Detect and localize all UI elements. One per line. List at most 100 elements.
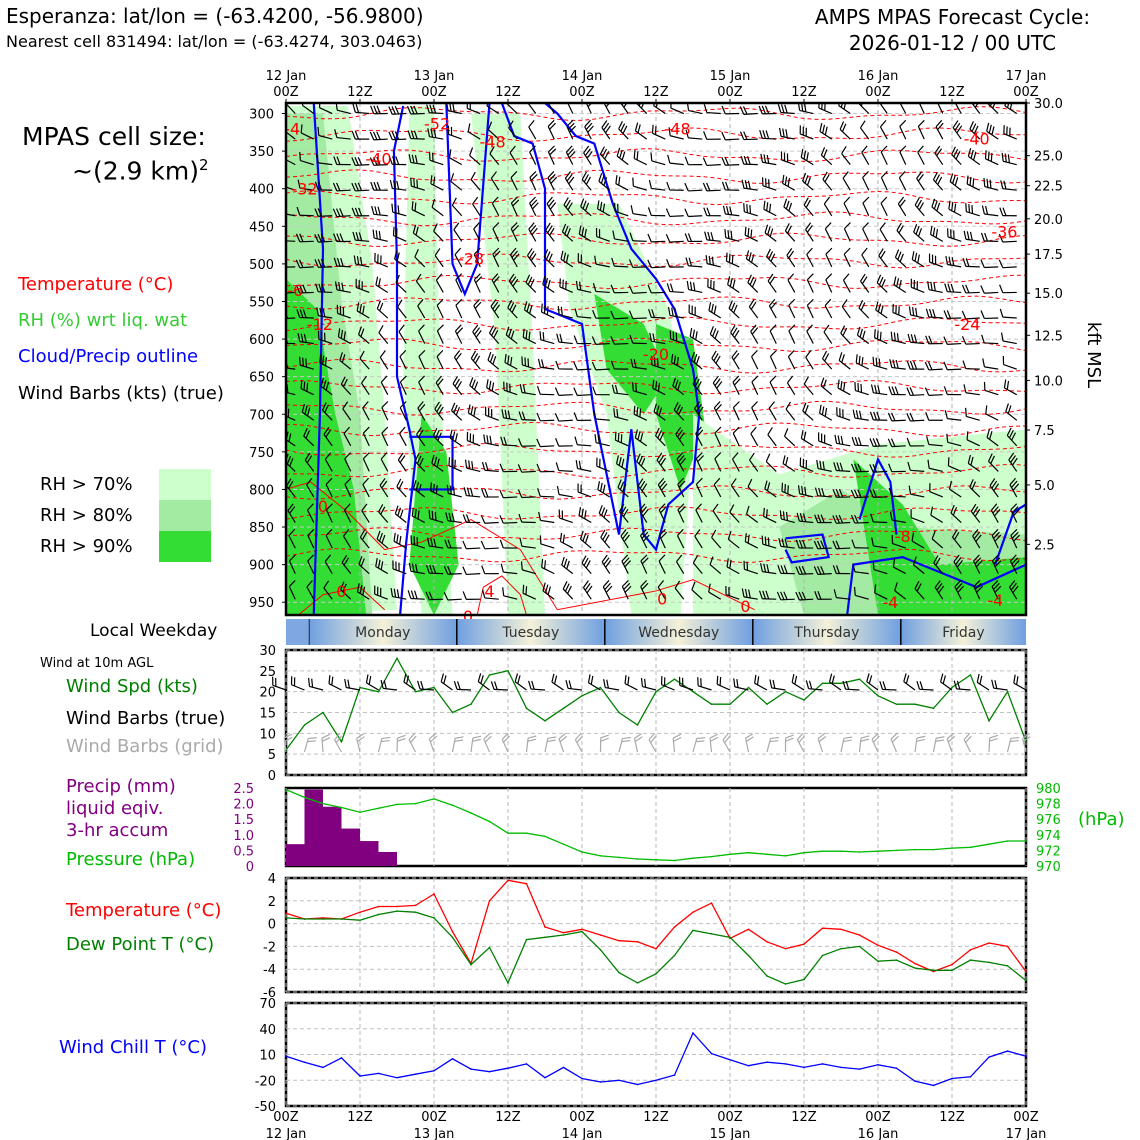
wind-barb — [891, 419, 906, 422]
wind-barb — [356, 310, 370, 319]
wind-barb — [966, 439, 981, 447]
kft-tick-label: 12.5 — [1034, 329, 1063, 344]
wind-barb-flag — [599, 146, 605, 155]
wind-barb — [854, 417, 869, 421]
wind-barb-flag — [989, 478, 996, 486]
wind-barb — [989, 485, 999, 498]
wind-barb-flag — [993, 582, 1000, 590]
wind-barb-flag — [314, 208, 319, 217]
weekday-band: Monday Tuesday Wednesday Thursday Friday — [286, 619, 1026, 645]
wind-barb — [558, 469, 573, 472]
wind-barb-flag — [499, 489, 504, 498]
wind-barb-flag — [641, 557, 649, 565]
wind-barb-flag — [800, 429, 804, 439]
wind-barb-flag — [399, 349, 407, 358]
wind-barb — [361, 382, 370, 396]
wind-barb-flag — [432, 565, 437, 574]
wind-barb — [451, 738, 456, 753]
wind-barb — [485, 414, 499, 421]
wind-barb-flag — [574, 732, 582, 741]
wind-barb — [782, 463, 796, 472]
wind-barb — [286, 415, 296, 421]
wind-barb-flag — [457, 681, 461, 690]
wind-barb-flag — [934, 145, 941, 154]
wind-barb-flag — [647, 233, 652, 243]
wind-barb — [854, 521, 869, 524]
wind-barb — [540, 445, 555, 448]
wind-barb-flag — [943, 386, 948, 395]
wind-barb-flag — [536, 386, 541, 395]
wind-barb — [855, 594, 869, 600]
wind-barb — [729, 511, 740, 523]
wind-barb-flag — [890, 438, 896, 447]
wind-barb-flag — [378, 325, 384, 334]
wind-barb — [801, 437, 814, 447]
wind-barb-flag — [418, 375, 425, 383]
wind-barb-flag — [467, 123, 471, 132]
wind-barb-flag — [592, 310, 597, 319]
wind-barb-flag — [710, 232, 714, 241]
wind-barb — [840, 332, 851, 344]
wind-barb-flag — [1010, 528, 1018, 536]
wind-barb-flag — [954, 122, 961, 131]
wind-barb-flag — [493, 330, 499, 339]
wind-barb-flag — [725, 181, 730, 191]
wind-barb-flag — [891, 386, 896, 395]
wind-barb-flag — [882, 681, 887, 690]
wind-barb-flag — [413, 105, 418, 115]
pressure-tick-label: 350 — [249, 145, 274, 160]
wind-barb-flag — [660, 457, 667, 466]
wind-barb — [744, 234, 759, 242]
wind-barb-flag — [648, 309, 652, 318]
wind-barb — [651, 240, 666, 243]
wind-barb-flag — [915, 307, 918, 317]
wind-barb-flag — [408, 732, 416, 740]
wind-barb — [803, 204, 814, 217]
wind-barb-flag — [606, 679, 609, 689]
wind-barb — [357, 591, 370, 600]
wind-barb — [692, 383, 703, 396]
wind-barb-flag — [283, 733, 293, 739]
wind-barb-flag — [300, 124, 303, 133]
wind-barb — [679, 684, 694, 691]
wind-barb — [614, 392, 629, 396]
wind-barb-flag — [824, 407, 828, 417]
wind-barb — [559, 286, 573, 294]
temperature-line-point — [562, 931, 565, 934]
wind-barb — [860, 280, 870, 293]
wind-barb-flag — [749, 452, 755, 461]
wind-barb — [911, 259, 925, 268]
wind-barb — [689, 335, 703, 345]
wind-barb — [306, 586, 315, 600]
wind-barb-flag — [741, 179, 745, 189]
wind-barb — [508, 280, 518, 293]
wind-barb — [991, 560, 999, 574]
wind-barb-flag — [989, 431, 993, 440]
wind-barb-flag — [529, 305, 533, 314]
wind-barb-flag — [928, 335, 933, 344]
wind-barb-flag — [969, 176, 972, 186]
wind-barb — [711, 537, 722, 549]
wind-barb-flag — [578, 281, 582, 291]
wind-barb-flag — [1022, 733, 1030, 739]
wind-barb-flag — [381, 480, 388, 489]
wind-barb-flag — [622, 736, 632, 740]
wind-barb-flag — [942, 675, 946, 684]
wind-barb-flag — [619, 149, 623, 159]
wind-barb-flag — [370, 181, 375, 191]
wind-barb — [914, 738, 918, 753]
wind-barb — [892, 543, 906, 549]
wind-barb-flag — [861, 247, 868, 256]
wind-barb-flag — [403, 673, 407, 683]
wind-barb — [928, 394, 943, 397]
wind-barb-flag — [837, 435, 841, 444]
bottom-time-label: 12Z — [791, 1110, 817, 1125]
wind-barb-flag — [603, 122, 610, 131]
wind-barb — [858, 103, 870, 114]
wind-barb-flag — [783, 198, 788, 208]
wind-barb-flag — [953, 680, 958, 690]
windchill-line-point — [673, 1074, 676, 1076]
wind-barb — [540, 366, 555, 370]
wind-barb — [432, 435, 444, 447]
wind-barb-flag — [962, 258, 967, 267]
